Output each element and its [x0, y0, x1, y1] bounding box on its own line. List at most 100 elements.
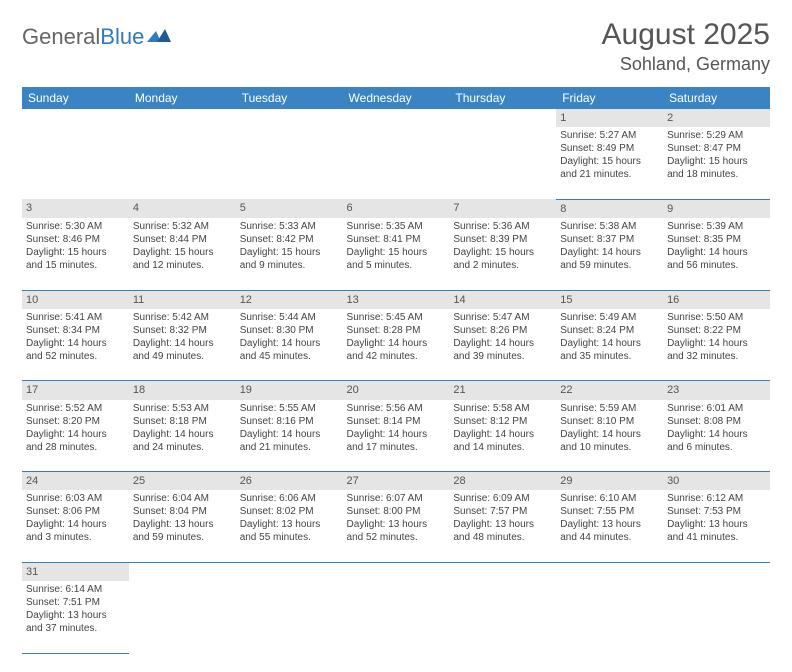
day-data-row: Sunrise: 5:27 AMSunset: 8:49 PMDaylight:… — [22, 127, 770, 199]
day-cell: Sunrise: 6:14 AMSunset: 7:51 PMDaylight:… — [22, 581, 129, 653]
sunset-text: Sunset: 8:28 PM — [347, 324, 446, 337]
day-number-cell: 28 — [449, 472, 556, 491]
sunrise-text: Sunrise: 6:10 AM — [560, 492, 659, 505]
day-number-cell — [236, 109, 343, 127]
day2-text: and 28 minutes. — [26, 441, 125, 454]
day-cell — [449, 581, 556, 653]
day-header: Monday — [129, 87, 236, 109]
day1-text: Daylight: 15 hours — [667, 155, 766, 168]
sunrise-text: Sunrise: 6:06 AM — [240, 492, 339, 505]
day-cell: Sunrise: 5:35 AMSunset: 8:41 PMDaylight:… — [343, 218, 450, 290]
day-cell — [343, 581, 450, 653]
day-data-row: Sunrise: 5:41 AMSunset: 8:34 PMDaylight:… — [22, 309, 770, 381]
sunset-text: Sunset: 8:00 PM — [347, 505, 446, 518]
day1-text: Daylight: 13 hours — [453, 518, 552, 531]
day1-text: Daylight: 13 hours — [560, 518, 659, 531]
day-cell: Sunrise: 6:10 AMSunset: 7:55 PMDaylight:… — [556, 490, 663, 562]
day-number-cell: 5 — [236, 199, 343, 218]
day-number-cell: 20 — [343, 381, 450, 400]
day2-text: and 55 minutes. — [240, 531, 339, 544]
sunrise-text: Sunrise: 5:56 AM — [347, 402, 446, 415]
day-cell: Sunrise: 5:45 AMSunset: 8:28 PMDaylight:… — [343, 309, 450, 381]
sunset-text: Sunset: 8:26 PM — [453, 324, 552, 337]
day1-text: Daylight: 13 hours — [240, 518, 339, 531]
day-cell — [663, 581, 770, 653]
sunset-text: Sunset: 8:30 PM — [240, 324, 339, 337]
day2-text: and 37 minutes. — [26, 622, 125, 635]
sunrise-text: Sunrise: 5:44 AM — [240, 311, 339, 324]
sunset-text: Sunset: 8:18 PM — [133, 415, 232, 428]
sunset-text: Sunset: 8:04 PM — [133, 505, 232, 518]
day-cell — [22, 127, 129, 199]
day2-text: and 52 minutes. — [347, 531, 446, 544]
day-number-row: 12 — [22, 109, 770, 127]
day1-text: Daylight: 14 hours — [453, 337, 552, 350]
day-cell: Sunrise: 5:27 AMSunset: 8:49 PMDaylight:… — [556, 127, 663, 199]
day-number-cell: 24 — [22, 472, 129, 491]
day-number-cell — [343, 562, 450, 581]
day1-text: Daylight: 15 hours — [347, 246, 446, 259]
sunrise-text: Sunrise: 5:35 AM — [347, 220, 446, 233]
day-cell: Sunrise: 5:55 AMSunset: 8:16 PMDaylight:… — [236, 400, 343, 472]
day-cell: Sunrise: 6:06 AMSunset: 8:02 PMDaylight:… — [236, 490, 343, 562]
day2-text: and 12 minutes. — [133, 259, 232, 272]
logo: GeneralBlue — [22, 24, 173, 50]
sunrise-text: Sunrise: 6:07 AM — [347, 492, 446, 505]
sunset-text: Sunset: 8:46 PM — [26, 233, 125, 246]
day2-text: and 18 minutes. — [667, 168, 766, 181]
day-header: Thursday — [449, 87, 556, 109]
day2-text: and 2 minutes. — [453, 259, 552, 272]
day-cell: Sunrise: 6:03 AMSunset: 8:06 PMDaylight:… — [22, 490, 129, 562]
day2-text: and 45 minutes. — [240, 350, 339, 363]
day-cell: Sunrise: 5:59 AMSunset: 8:10 PMDaylight:… — [556, 400, 663, 472]
day-cell: Sunrise: 5:53 AMSunset: 8:18 PMDaylight:… — [129, 400, 236, 472]
day-cell — [236, 581, 343, 653]
day2-text: and 49 minutes. — [133, 350, 232, 363]
day-number-cell: 7 — [449, 199, 556, 218]
sunrise-text: Sunrise: 5:53 AM — [133, 402, 232, 415]
day-number-cell: 27 — [343, 472, 450, 491]
day2-text: and 6 minutes. — [667, 441, 766, 454]
day2-text: and 32 minutes. — [667, 350, 766, 363]
day-cell: Sunrise: 5:36 AMSunset: 8:39 PMDaylight:… — [449, 218, 556, 290]
day2-text: and 5 minutes. — [347, 259, 446, 272]
day-number-cell — [449, 562, 556, 581]
sunrise-text: Sunrise: 6:12 AM — [667, 492, 766, 505]
day-number-cell — [236, 562, 343, 581]
day2-text: and 24 minutes. — [133, 441, 232, 454]
calendar-table: Sunday Monday Tuesday Wednesday Thursday… — [22, 87, 770, 654]
day2-text: and 59 minutes. — [560, 259, 659, 272]
day-number-cell: 17 — [22, 381, 129, 400]
day-number-cell: 15 — [556, 290, 663, 309]
day-cell: Sunrise: 5:38 AMSunset: 8:37 PMDaylight:… — [556, 218, 663, 290]
sunset-text: Sunset: 8:35 PM — [667, 233, 766, 246]
sunrise-text: Sunrise: 5:55 AM — [240, 402, 339, 415]
sunset-text: Sunset: 8:14 PM — [347, 415, 446, 428]
day-number-cell: 21 — [449, 381, 556, 400]
day-header: Tuesday — [236, 87, 343, 109]
sunrise-text: Sunrise: 6:01 AM — [667, 402, 766, 415]
day-header: Friday — [556, 87, 663, 109]
day-number-cell — [129, 109, 236, 127]
day-number-cell: 25 — [129, 472, 236, 491]
day-number-cell: 2 — [663, 109, 770, 127]
sunrise-text: Sunrise: 5:58 AM — [453, 402, 552, 415]
day2-text: and 44 minutes. — [560, 531, 659, 544]
sunrise-text: Sunrise: 5:52 AM — [26, 402, 125, 415]
sunrise-text: Sunrise: 6:14 AM — [26, 583, 125, 596]
header: GeneralBlue August 2025 Sohland, Germany — [22, 18, 770, 75]
day1-text: Daylight: 15 hours — [560, 155, 659, 168]
sunset-text: Sunset: 8:02 PM — [240, 505, 339, 518]
sunset-text: Sunset: 8:37 PM — [560, 233, 659, 246]
day-number-cell — [663, 562, 770, 581]
day2-text: and 56 minutes. — [667, 259, 766, 272]
month-title: August 2025 — [602, 18, 770, 52]
day-cell: Sunrise: 6:12 AMSunset: 7:53 PMDaylight:… — [663, 490, 770, 562]
day1-text: Daylight: 14 hours — [560, 337, 659, 350]
day1-text: Daylight: 15 hours — [453, 246, 552, 259]
sunset-text: Sunset: 8:39 PM — [453, 233, 552, 246]
day-cell — [129, 127, 236, 199]
day-number-cell: 6 — [343, 199, 450, 218]
day-cell: Sunrise: 5:58 AMSunset: 8:12 PMDaylight:… — [449, 400, 556, 472]
day2-text: and 14 minutes. — [453, 441, 552, 454]
